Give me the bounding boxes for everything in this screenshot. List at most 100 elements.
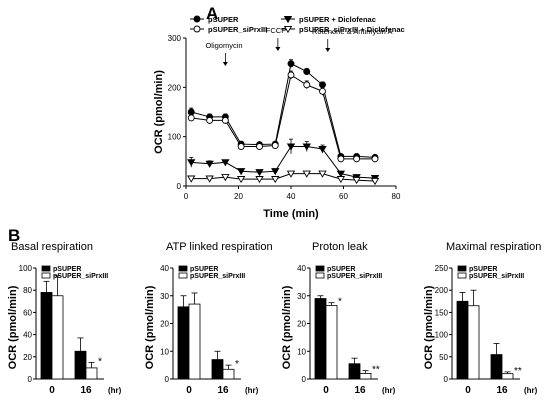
y-tick-label: 80 [23, 286, 32, 295]
legend-entry: pSUPER_siPrxIII [53, 273, 108, 280]
data-point [302, 143, 311, 151]
legend-entry: pSUPER [469, 266, 497, 273]
bar [456, 300, 469, 380]
subplot-title: ATP linked respiration [166, 241, 273, 253]
y-tick-label: 40 [160, 264, 169, 273]
bar [348, 363, 361, 380]
series-4 [187, 170, 380, 186]
data-point [303, 68, 311, 75]
data-point [370, 178, 380, 186]
data-point [255, 169, 264, 177]
data-point [206, 116, 214, 124]
subplot-title: Basal respiration [11, 241, 93, 253]
unit-label: (hr) [108, 386, 122, 395]
data-point [353, 155, 361, 163]
legend-entry: pSUPER [208, 15, 239, 24]
legend-entry: pSUPER [190, 266, 218, 273]
y-tick-label: 0 [28, 375, 33, 384]
data-point [205, 160, 214, 168]
y-tick-label: 20 [160, 320, 169, 329]
data-point [271, 168, 280, 176]
y-tick-label: 100 [435, 331, 449, 340]
annotation-label: Rotenone & Antimycin A [312, 27, 392, 36]
annotation-label: Oligomycin [205, 41, 242, 50]
data-point [286, 143, 296, 151]
bar [51, 295, 64, 380]
y-axis-title: OCR (pmol/min) [144, 285, 156, 369]
data-point [187, 108, 195, 116]
data-point [193, 15, 201, 23]
data-point [287, 60, 295, 68]
y-tick-label: 40 [23, 331, 32, 340]
annotation-arrowhead [325, 48, 331, 52]
legend-swatch [457, 265, 467, 272]
data-point [318, 145, 327, 154]
data-point [255, 176, 264, 184]
bar-chart-2: ATP linked respiration 0 10 20 30 40 OCR (pmol… [144, 241, 273, 396]
annotation-label: FCCP [266, 26, 286, 35]
y-tick-label: 100 [168, 133, 182, 142]
category-label: 16 [217, 385, 229, 396]
y-tick-label: 40 [297, 264, 306, 273]
y-tick-label: 10 [160, 347, 169, 356]
data-point [256, 143, 263, 150]
data-point [286, 170, 296, 178]
legend-swatch [315, 265, 325, 272]
bar [211, 359, 224, 380]
y-tick-label: 300 [168, 34, 182, 43]
y-tick-label: 20 [23, 353, 32, 362]
y-tick-label: 0 [444, 375, 449, 384]
legend-entry: pSUPER_siPrxIII + Diclofenac [299, 25, 405, 34]
data-point [319, 87, 326, 95]
x-tick-label: 20 [234, 192, 243, 201]
data-point [205, 175, 214, 183]
y-tick-label: 200 [168, 83, 182, 92]
data-point [193, 25, 201, 33]
significance-mark: ** [372, 365, 380, 376]
data-point [371, 155, 379, 163]
y-tick-label: 0 [302, 375, 307, 384]
x-axis-title: Time (min) [263, 208, 319, 220]
data-point [187, 159, 196, 167]
legend-entry: pSUPER [327, 266, 355, 273]
panel-letter-b: B [8, 226, 20, 245]
category-label: 0 [49, 385, 55, 396]
subplot-title: Maximal respiration [446, 241, 541, 253]
x-tick-label: 80 [392, 192, 401, 201]
significance-mark: * [98, 356, 102, 367]
y-axis-title: OCR (pmol/min) [423, 285, 435, 369]
legend-entry: pSUPER [53, 266, 81, 273]
bar [501, 373, 514, 380]
x-tick-label: 40 [287, 192, 296, 201]
y-axis-title: OCR (pmol/min) [7, 285, 19, 369]
y-axis-title: OCR (pmol/min) [281, 285, 293, 369]
significance-mark: * [338, 297, 342, 308]
annotation-arrowhead [222, 62, 228, 66]
data-point [302, 170, 311, 178]
category-label: 0 [186, 385, 192, 396]
legend-entry: pSUPER_siPrxIII [190, 273, 245, 280]
legend-swatch [457, 272, 467, 279]
bar [490, 354, 503, 380]
y-tick-label: 30 [297, 292, 306, 301]
bar [314, 298, 327, 380]
data-point [221, 116, 229, 124]
data-point [187, 114, 195, 122]
series-line [191, 146, 376, 179]
bar [74, 350, 87, 380]
data-point [337, 155, 345, 163]
y-tick-label: 20 [297, 320, 306, 329]
y-axis-title: OCR (pmol/min) [153, 70, 165, 154]
y-tick-label: 30 [160, 292, 169, 301]
y-tick-label: 100 [19, 264, 33, 273]
y-tick-label: 10 [297, 347, 306, 356]
data-point [236, 168, 246, 176]
significance-mark: ** [514, 366, 522, 377]
x-tick-label: 0 [184, 192, 189, 201]
bar-chart-3: Proton leak 0 10 20 30 40 OCR (pmol/min) 0 16 (hr… [281, 241, 396, 396]
y-tick-label: 250 [435, 264, 449, 273]
bar [359, 373, 372, 380]
unit-label: (hr) [524, 386, 538, 395]
series-line [191, 173, 376, 182]
category-label: 0 [323, 385, 329, 396]
